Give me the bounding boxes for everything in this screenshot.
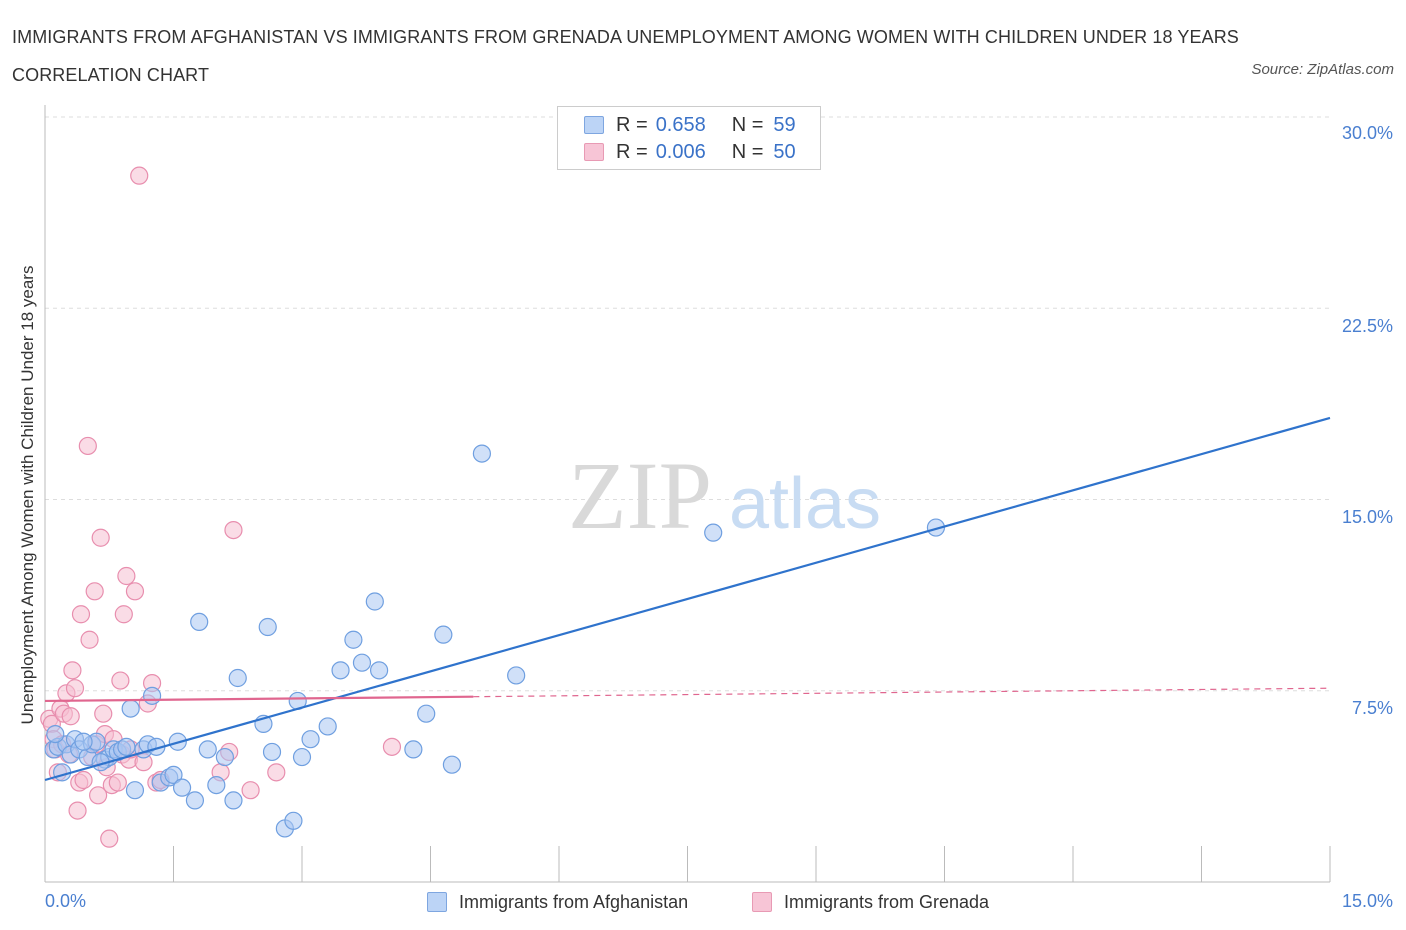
y-tick-label: 22.5% [1341,316,1393,336]
grenada-point [117,566,136,586]
stats-legend: R = 0.658 N = 59 R = 0.006 N = 50 [557,106,821,170]
afghanistan-point [284,811,303,830]
afghanistan-point [121,699,140,718]
legend-swatch-grenada [584,143,604,161]
y-axis-label: Unemployment Among Women with Children U… [18,265,37,725]
afghanistan-point [215,747,234,767]
afghanistan-point [352,653,372,672]
grenada-point [224,520,243,540]
afghanistan-point [207,775,226,795]
afghanistan-point [198,740,217,759]
watermark-atlas: atlas [729,464,881,544]
legend-r-value: 0.006 [655,140,706,163]
grenada-point [61,707,80,726]
grenada-trend-line [44,695,474,703]
legend-n-value: 50 [773,140,796,163]
afghanistan-point [344,630,363,649]
grenada-point [68,801,87,820]
legend-row-grenada: R = 0.006 N = 50 [584,140,796,164]
afghanistan-point [442,755,462,774]
legend-r-label: R = [616,113,648,136]
afghanistan-point [262,742,282,762]
grenada-point [80,630,99,649]
legend-r-label: R = [616,140,648,163]
y-tick-label: 15.0% [1341,507,1393,527]
afghanistan-point [404,740,423,759]
afghanistan-point [292,747,312,767]
axes [44,105,1331,883]
afghanistan-point [301,730,320,749]
series-legend-grenada: Immigrants from Grenada [752,889,989,915]
afghanistan-point [190,612,209,632]
grenada-point [111,671,130,690]
afghanistan-point [228,668,247,688]
grenada-point [94,704,113,723]
gridlines [45,116,1330,692]
grenada-point [130,166,149,185]
y-tick-label: 30.0% [1341,123,1393,143]
grenada-point [85,582,104,601]
x-tick-label: 0.0% [45,891,87,911]
series-legend-afghanistan: Immigrants from Afghanistan [427,889,688,915]
grenada-point [241,781,260,800]
grenada-point [125,582,145,601]
afghanistan-point [417,704,436,723]
series-swatch-afghanistan [427,892,447,912]
legend-swatch-afghanistan [584,116,604,134]
legend-n-label: N = [731,140,764,163]
x-tick-label: 15.0% [1341,891,1393,911]
afghanistan-point [704,523,723,542]
grenada-point [108,773,127,792]
legend-n-value: 59 [773,113,796,136]
series-name-grenada: Immigrants from Grenada [784,891,990,912]
afghanistan-trend-line [44,416,1331,782]
legend-row-afghanistan: R = 0.658 N = 59 [584,113,796,137]
legend-n-label: N = [731,113,764,136]
legend-r-value: 0.658 [655,113,706,136]
grenada-point [89,786,108,805]
chart-title: IMMIGRANTS FROM AFGHANISTAN VS IMMIGRANT… [12,27,1239,85]
grenada-trend-line-extension [473,687,1331,698]
grenada-point [71,605,91,624]
y-tick-label: 7.5% [1351,698,1393,718]
afghanistan-point [185,791,205,810]
grenada-point [114,605,133,624]
afghanistan-points [44,444,946,838]
afghanistan-point [46,724,65,744]
series-swatch-grenada [752,892,772,912]
afghanistan-point [164,765,183,785]
series-name-afghanistan: Immigrants from Afghanistan [459,891,689,912]
afghanistan-point [507,666,526,685]
afghanistan-point [125,781,145,800]
watermark: ZIP atlas [568,442,881,549]
afghanistan-point [74,732,93,751]
watermark-zip: ZIP [568,442,712,549]
grenada-point [91,528,110,547]
trend-lines [44,416,1331,782]
grenada-point [78,436,97,456]
afghanistan-point [117,737,136,756]
afghanistan-point [365,592,384,611]
afghanistan-point [472,444,491,463]
afghanistan-point [53,763,72,782]
grenada-point [74,770,93,790]
grenada-point [63,661,82,680]
afghanistan-point [258,617,277,637]
afghanistan-point [434,625,453,644]
afghanistan-point [331,661,350,680]
afghanistan-point [224,791,243,810]
grenada-point [65,679,85,698]
afghanistan-point [142,686,162,705]
afghanistan-point [370,661,389,680]
afghanistan-point [172,778,192,797]
source-label: Source: ZipAtlas.com [1251,61,1394,78]
grenada-point [100,829,119,848]
afghanistan-point [318,717,337,736]
grenada-point [382,737,402,756]
grenada-point [267,763,286,782]
